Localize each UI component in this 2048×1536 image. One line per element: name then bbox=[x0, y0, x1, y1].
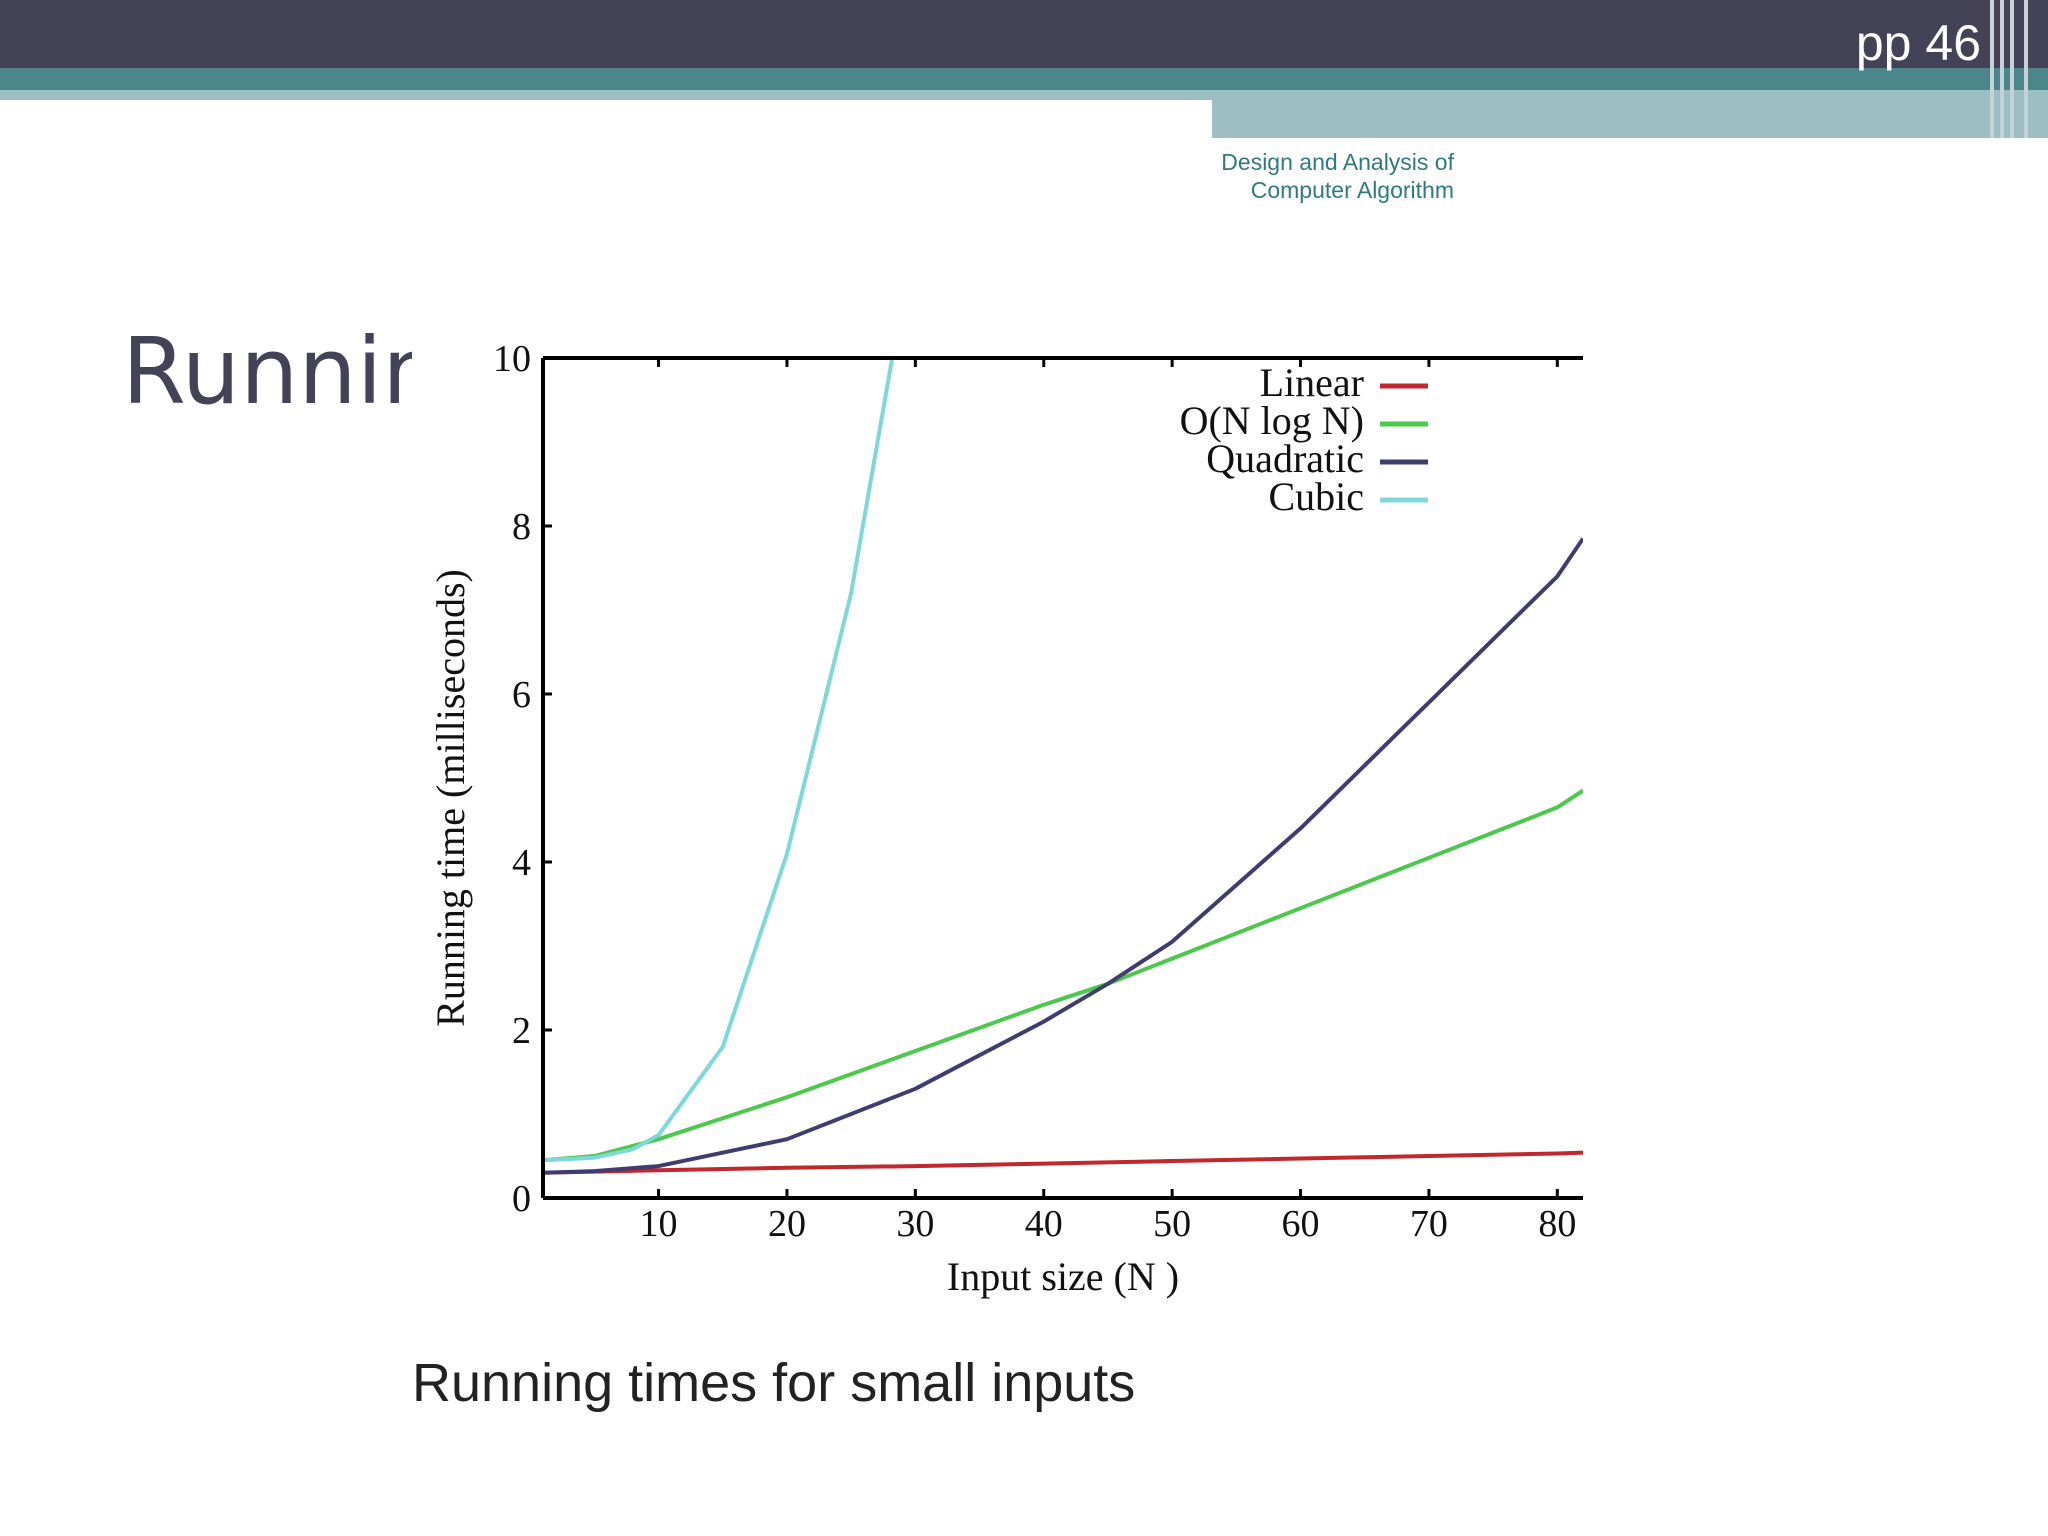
figure-background bbox=[412, 320, 1590, 1430]
y-tick-label: 8 bbox=[512, 506, 531, 548]
x-tick-label: 70 bbox=[1410, 1203, 1448, 1245]
x-tick-label: 60 bbox=[1282, 1203, 1320, 1245]
header-light-bar bbox=[0, 90, 1212, 100]
header-right-block bbox=[1212, 90, 2048, 138]
x-tick-label: 10 bbox=[640, 1203, 678, 1245]
y-axis-label: Running time (milliseconds) bbox=[428, 569, 473, 1027]
header-stripe bbox=[2000, 0, 2004, 138]
series-line-linear bbox=[543, 1150, 1583, 1175]
header-stripe bbox=[1990, 0, 1994, 138]
legend-label: Linear bbox=[1260, 360, 1364, 405]
legend-label: Quadratic bbox=[1206, 436, 1364, 481]
series-line-cubic bbox=[543, 357, 895, 1163]
running-time-chart: 10 20 30 40 50 60 70 80 0 2 4 6 8 10 Input size (N ) Ru… bbox=[428, 338, 1583, 1299]
y-tick-label: 2 bbox=[512, 1010, 531, 1052]
page-number: pp 46 bbox=[1855, 15, 1981, 71]
figure-caption: Running times for small inputs bbox=[412, 1353, 1136, 1413]
slide-title: Running bbox=[122, 318, 412, 425]
course-title: Design and Analysis of Computer Algorith… bbox=[1221, 149, 1454, 203]
series-line-o-n-log-n bbox=[543, 788, 1583, 1163]
y-tick-label: 10 bbox=[493, 338, 531, 380]
x-axis-label: Input size (N ) bbox=[947, 1254, 1179, 1299]
header-bar bbox=[0, 0, 2048, 68]
series-line-quadratic bbox=[543, 537, 1583, 1175]
x-tick-label: 40 bbox=[1025, 1203, 1063, 1245]
legend-label: Cubic bbox=[1268, 474, 1364, 519]
x-tick-label: 50 bbox=[1153, 1203, 1191, 1245]
header-stripe bbox=[2024, 0, 2028, 138]
header-stripe bbox=[2010, 0, 2014, 138]
legend-label: O(N log N) bbox=[1180, 398, 1364, 443]
y-tick-label: 0 bbox=[512, 1178, 531, 1220]
x-tick-label: 80 bbox=[1538, 1203, 1576, 1245]
header-accent-bar bbox=[0, 68, 2048, 90]
x-tick-label: 20 bbox=[768, 1203, 806, 1245]
x-tick-label: 30 bbox=[896, 1203, 934, 1245]
y-tick-label: 6 bbox=[512, 674, 531, 716]
y-tick-label: 4 bbox=[512, 842, 531, 884]
